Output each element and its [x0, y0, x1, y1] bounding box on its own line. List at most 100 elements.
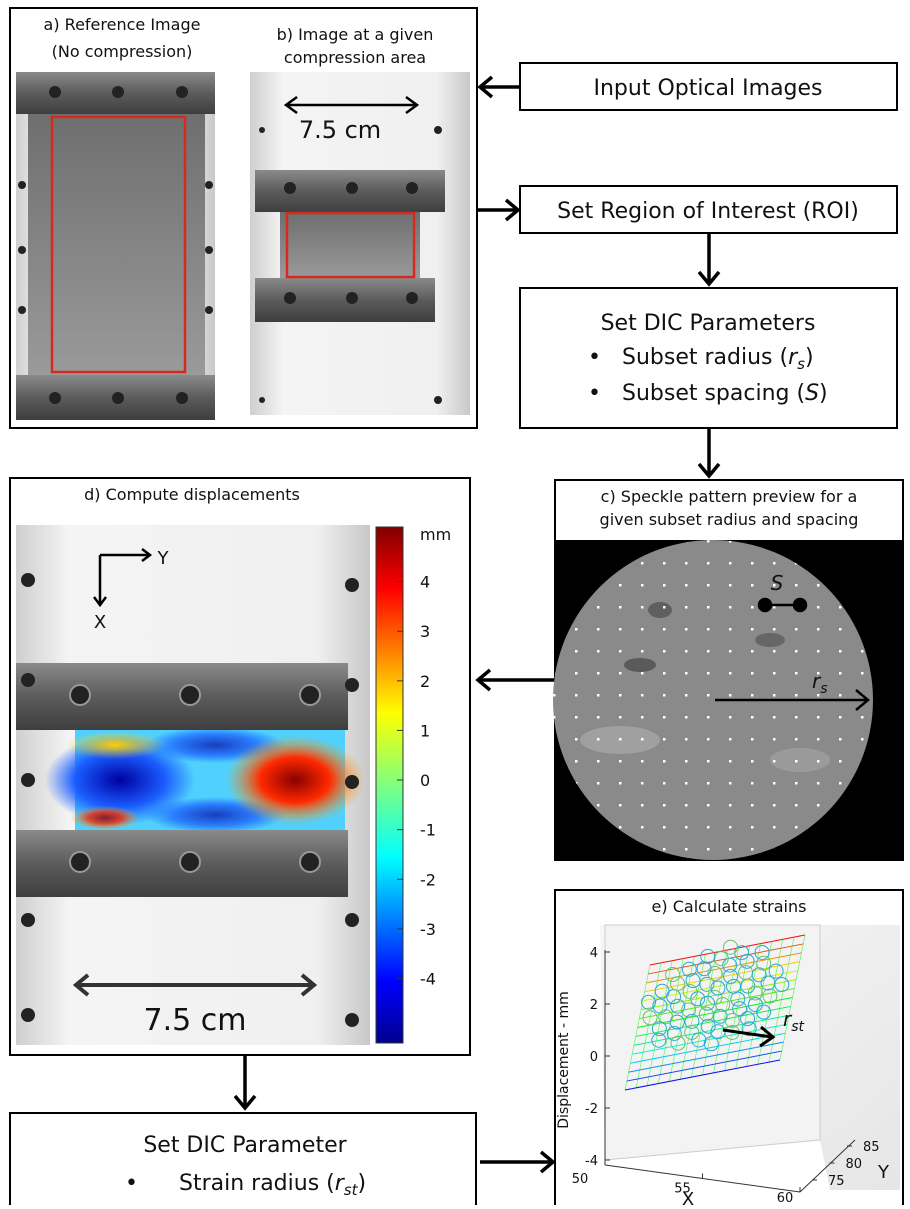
- radius-subscript: s: [820, 681, 827, 697]
- reference-image: [16, 72, 215, 420]
- subset-center: [685, 606, 688, 609]
- subset-center: [641, 760, 644, 763]
- subset-center: [751, 628, 754, 631]
- subset-center: [641, 650, 644, 653]
- item-close: ): [358, 1171, 367, 1196]
- subset-center: [619, 804, 622, 807]
- subset-center: [839, 738, 842, 741]
- colorbar-unit: mm: [420, 525, 451, 544]
- subset-center: [817, 650, 820, 653]
- subset-center: [641, 716, 644, 719]
- subset-center: [597, 738, 600, 741]
- subset-center: [795, 826, 798, 829]
- subset-center: [685, 760, 688, 763]
- subset-center: [817, 760, 820, 763]
- subset-center: [751, 760, 754, 763]
- y-tick-label: -2: [585, 1102, 598, 1117]
- subset-center: [663, 826, 666, 829]
- subset-center: [817, 606, 820, 609]
- colorbar-tick-label: -4: [420, 970, 436, 989]
- subset-center: [773, 672, 776, 675]
- subset-center: [553, 716, 556, 719]
- subset-center: [641, 672, 644, 675]
- subset-center: [729, 716, 732, 719]
- subset-center: [795, 584, 798, 587]
- panel-a-title: a) Reference Image: [44, 15, 201, 34]
- subset-center: [817, 694, 820, 697]
- subset-center: [663, 672, 666, 675]
- subset-center: [839, 672, 842, 675]
- subset-center: [707, 628, 710, 631]
- subset-center: [575, 672, 578, 675]
- subset-center: [795, 650, 798, 653]
- subset-center: [663, 716, 666, 719]
- subset-center: [685, 804, 688, 807]
- y-tick-label: 0: [590, 1050, 598, 1065]
- subset-center: [839, 650, 842, 653]
- subset-center: [795, 782, 798, 785]
- subset-center: [795, 672, 798, 675]
- subset-center: [707, 738, 710, 741]
- subset-center: [729, 606, 732, 609]
- bullet-item: • Subset spacing (S): [588, 381, 828, 406]
- subset-center: [641, 562, 644, 565]
- item-subscript: st: [344, 1181, 359, 1199]
- spacing-label: S: [771, 571, 784, 595]
- subset-center: [839, 760, 842, 763]
- subset-center: [663, 562, 666, 565]
- subset-center: [619, 738, 622, 741]
- y-tick-label: 4: [590, 946, 598, 961]
- subset-center: [817, 584, 820, 587]
- axis-x-label: X: [94, 612, 106, 633]
- subset-center: [751, 826, 754, 829]
- subset-center: [685, 584, 688, 587]
- colorbar-tick-label: 1: [420, 721, 430, 740]
- subset-center: [861, 738, 864, 741]
- subset-center: [597, 804, 600, 807]
- depth-tick-label: 75: [828, 1174, 845, 1189]
- item-text: Strain radius (: [179, 1171, 335, 1196]
- item-text: Subset spacing (: [622, 381, 805, 406]
- subset-center: [619, 760, 622, 763]
- y-tick-label: -4: [585, 1154, 598, 1169]
- subset-center: [729, 826, 732, 829]
- subset-center: [685, 694, 688, 697]
- subset-center: [641, 628, 644, 631]
- subset-center: [685, 848, 688, 851]
- subset-center: [619, 650, 622, 653]
- subset-center: [795, 738, 798, 741]
- colorbar-tick-label: 0: [420, 771, 430, 790]
- item-text: Subset radius (: [622, 345, 788, 370]
- step-title: Set DIC Parameters: [601, 311, 816, 336]
- subset-center: [729, 694, 732, 697]
- subset-center: [839, 628, 842, 631]
- subset-center: [729, 672, 732, 675]
- subset-center: [729, 782, 732, 785]
- subset-center: [619, 672, 622, 675]
- subset-center: [685, 782, 688, 785]
- subset-center: [707, 584, 710, 587]
- subset-center: [597, 782, 600, 785]
- subset-center: [575, 738, 578, 741]
- subset-center: [663, 650, 666, 653]
- subset-center: [729, 804, 732, 807]
- subset-center: [685, 628, 688, 631]
- subset-center: [707, 782, 710, 785]
- subset-center: [597, 650, 600, 653]
- subset-center: [663, 738, 666, 741]
- subset-center: [663, 628, 666, 631]
- subset-center: [619, 584, 622, 587]
- x-tick-label: 60: [777, 1191, 794, 1205]
- subset-center: [839, 606, 842, 609]
- subset-center: [575, 716, 578, 719]
- subset-center: [597, 760, 600, 763]
- subset-center: [773, 606, 776, 609]
- subset-center: [575, 628, 578, 631]
- axis-y-label: Y: [157, 548, 170, 569]
- subset-center: [751, 694, 754, 697]
- subset-center: [729, 650, 732, 653]
- subset-center: [575, 694, 578, 697]
- colorbar-tick-label: 4: [420, 573, 430, 592]
- subset-center: [773, 628, 776, 631]
- step-label: Input Optical Images: [593, 76, 822, 101]
